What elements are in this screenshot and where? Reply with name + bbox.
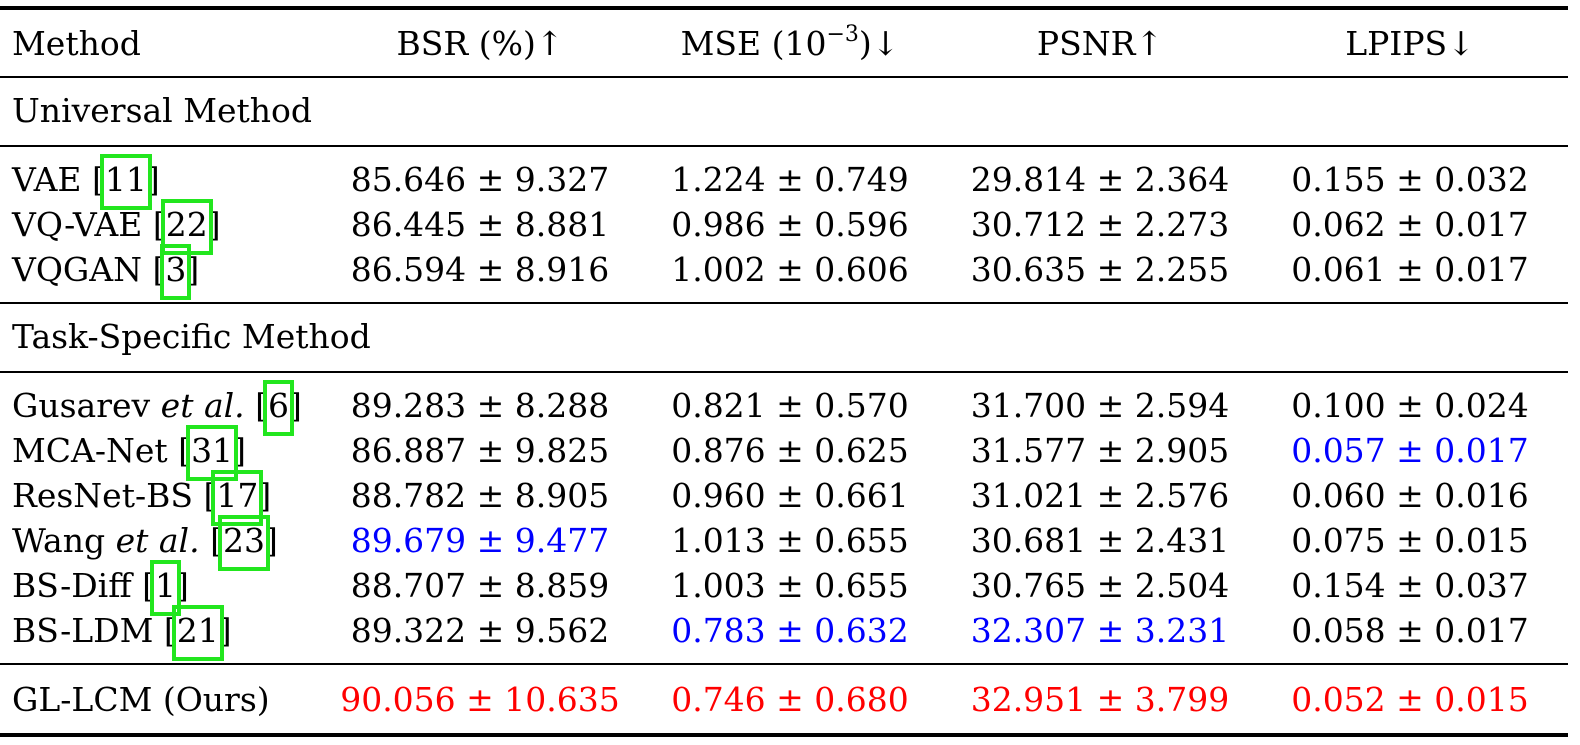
psnr-value: 31.577 ± 2.905 [970,431,1230,470]
lpips-value: 0.058 ± 0.017 [1291,611,1529,650]
header-psnr: PSNR↑ [1036,24,1164,63]
lpips-value: 0.061 ± 0.017 [1291,250,1529,289]
citation-link[interactable]: 6 [263,380,295,436]
section-rule-task [0,371,1568,373]
group-rule-1 [0,302,1568,304]
citation-box [217,515,270,571]
lpips-value: 0.075 ± 0.015 [1291,521,1529,560]
section-task-specific: Task-Specific Method [12,317,371,356]
bsr-value: 88.707 ± 8.859 [350,566,610,605]
method-name: VAE [11] [12,154,160,210]
psnr-value-best: 32.951 ± 3.799 [970,680,1230,719]
lpips-value-best: 0.052 ± 0.015 [1291,680,1529,719]
bsr-value: 88.782 ± 8.905 [350,476,610,515]
mse-value: 0.960 ± 0.661 [671,476,909,515]
mse-value: 0.986 ± 0.596 [671,205,909,244]
mse-value: 1.003 ± 0.655 [671,566,909,605]
header-rule [0,76,1568,78]
citation-link[interactable]: 17 [211,470,264,526]
method-name: Gusarev et al. [6] [12,380,302,436]
citation-link[interactable]: 21 [171,605,224,661]
bsr-value: 86.594 ± 8.916 [350,250,610,289]
psnr-value: 31.021 ± 2.576 [970,476,1230,515]
psnr-value: 30.635 ± 2.255 [970,250,1230,289]
lpips-value: 0.100 ± 0.024 [1291,386,1529,425]
bottom-rule [0,733,1568,737]
citation-link[interactable]: 23 [217,515,270,571]
mse-value: 0.876 ± 0.625 [671,431,909,470]
method-name: ResNet-BS [17] [12,470,271,526]
section-rule-universal [0,145,1568,147]
lpips-value: 0.154 ± 0.037 [1291,566,1529,605]
lpips-value: 0.062 ± 0.017 [1291,205,1529,244]
citation-box [211,470,264,526]
citation-box [160,199,213,255]
lpips-value: 0.155 ± 0.032 [1291,160,1529,199]
top-rule [0,6,1568,10]
citation-box [99,154,152,210]
psnr-value-second-best: 32.307 ± 3.231 [970,611,1230,650]
header-method: Method [12,24,141,63]
citation-link[interactable]: 1 [150,560,182,616]
psnr-value: 29.814 ± 2.364 [970,160,1230,199]
citation-box [171,605,224,661]
method-name: MCA-Net [31] [12,425,246,481]
citation-link[interactable]: 31 [186,425,239,481]
citation-box [160,244,192,300]
lpips-value: 0.060 ± 0.016 [1291,476,1529,515]
method-name: BS-LDM [21] [12,605,232,661]
citation-link[interactable]: 3 [160,244,192,300]
citation-box [263,380,295,436]
bsr-value: 89.283 ± 8.288 [350,386,610,425]
mse-value: 1.002 ± 0.606 [671,250,909,289]
psnr-value: 31.700 ± 2.594 [970,386,1230,425]
bsr-value: 89.322 ± 9.562 [350,611,610,650]
method-name: Wang et al. [23] [12,515,278,571]
method-name: VQ-VAE [22] [12,199,221,255]
citation-link[interactable]: 11 [99,154,152,210]
psnr-value: 30.681 ± 2.431 [970,521,1230,560]
bsr-value-best: 90.056 ± 10.635 [340,680,620,719]
mse-value: 1.013 ± 0.655 [671,521,909,560]
bsr-value: 85.646 ± 9.327 [350,160,610,199]
method-name-ours: GL-LCM (Ours) [12,680,270,719]
bsr-value: 86.887 ± 9.825 [350,431,610,470]
psnr-value: 30.712 ± 2.273 [970,205,1230,244]
header-bsr: BSR (%)↑ [396,24,564,63]
header-lpips: LPIPS↓ [1345,24,1475,63]
method-name: BS-Diff [1] [12,560,189,616]
psnr-value: 30.765 ± 2.504 [970,566,1230,605]
section-universal: Universal Method [12,91,313,130]
method-name: VQGAN [3] [12,244,199,300]
group-rule-2 [0,663,1568,665]
mse-value-best: 0.746 ± 0.680 [671,680,909,719]
mse-value: 0.821 ± 0.570 [671,386,909,425]
bsr-value: 86.445 ± 8.881 [350,205,610,244]
header-mse: MSE (10−3)↓ [680,22,900,64]
mse-value: 1.224 ± 0.749 [671,160,909,199]
citation-box [150,560,182,616]
mse-value-second-best: 0.783 ± 0.632 [671,611,909,650]
citation-link[interactable]: 22 [160,199,213,255]
bsr-value-second-best: 89.679 ± 9.477 [350,521,610,560]
lpips-value-second-best: 0.057 ± 0.017 [1291,431,1529,470]
